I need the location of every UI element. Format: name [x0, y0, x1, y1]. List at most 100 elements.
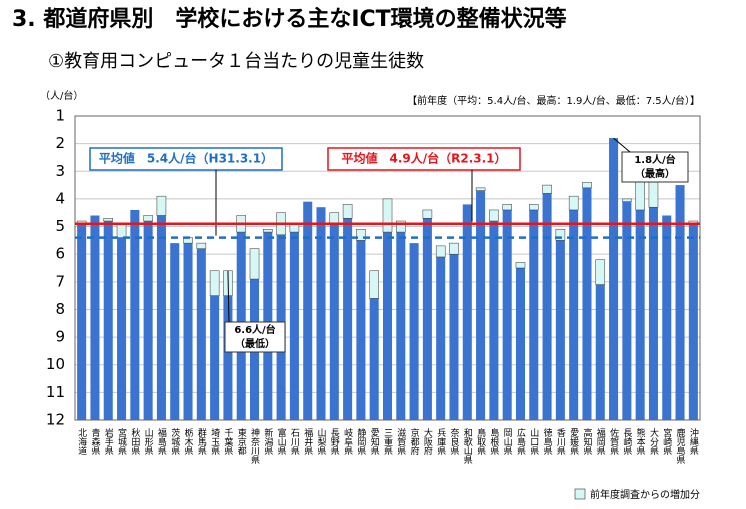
increase-segment: [475, 187, 486, 191]
bar: [688, 223, 698, 420]
bar: [103, 221, 113, 420]
increase-segment: [555, 229, 566, 241]
x-tick-label: 青森県: [89, 427, 100, 456]
bar: [595, 284, 605, 420]
note: 【前年度（平均：5.4人/台、最高：1.9人/台、最低：7.5人/台）】: [407, 94, 700, 107]
x-tick-label: 山形県: [143, 428, 154, 456]
annotation-text: （最高）: [635, 167, 675, 180]
bar: [609, 138, 619, 421]
y-tick-label: 5: [55, 217, 65, 235]
x-tick-label: 大分県: [648, 427, 659, 456]
x-tick-label: 北海道: [76, 428, 87, 456]
x-tick-label: 福岡県: [595, 427, 606, 456]
y-tick-label: 11: [46, 383, 65, 401]
bar: [635, 209, 645, 420]
bar: [449, 254, 459, 420]
x-tick-label: 福島県: [156, 427, 167, 456]
x-tick-label: 茨城県: [169, 427, 180, 456]
x-tick-label: 大阪府: [422, 427, 433, 456]
increase-segment: [329, 212, 340, 225]
increase-segment: [542, 184, 552, 194]
increase-segment: [396, 220, 406, 233]
x-tick-label: 静岡県: [355, 427, 366, 456]
x-tick-label: 愛知県: [369, 427, 380, 456]
bar: [303, 201, 313, 420]
annotation-box: [621, 151, 689, 183]
page-title: 3. 都道府県別 学校における主なICT環境の整備状況等: [12, 6, 567, 32]
x-tick-label: 福井県: [302, 427, 313, 456]
increase-segment: [116, 223, 127, 238]
annotation-text: （最低）: [235, 337, 275, 350]
bar: [210, 295, 220, 420]
bar: [289, 232, 299, 420]
increase-segment: [622, 198, 632, 202]
bar: [343, 218, 353, 420]
bar: [130, 209, 140, 420]
bar: [156, 215, 166, 420]
x-tick-label: 岡山県: [502, 428, 513, 456]
increase-segment: [582, 182, 592, 189]
bar: [396, 232, 406, 420]
bar: [462, 204, 472, 420]
increase-segment: [249, 248, 260, 280]
bar: [542, 193, 552, 420]
x-tick-label: 高知県: [581, 427, 592, 456]
x-tick-label: 神奈川県: [249, 427, 260, 465]
y-tick-label: 3: [55, 162, 65, 180]
increase-segment: [342, 204, 353, 219]
y-tick-label: 1: [55, 107, 65, 125]
increase-segment: [209, 270, 220, 296]
bar: [170, 243, 180, 420]
bar: [77, 223, 87, 420]
increase-segment: [263, 229, 273, 233]
bar: [356, 240, 366, 420]
x-tick-label: 秋田県: [129, 427, 140, 456]
bar: [582, 187, 592, 420]
increase-segment: [502, 204, 512, 211]
x-tick-label: 新潟県: [262, 427, 273, 456]
increase-segment: [369, 270, 379, 299]
bar: [529, 209, 539, 420]
x-tick-label: 長野県: [329, 428, 340, 456]
y-tick-label: 7: [55, 272, 65, 290]
reference-label: 平均値 4.9人/台（R2.3.1）: [341, 151, 506, 166]
x-tick-label: 和歌山県: [462, 428, 473, 465]
bar: [117, 237, 127, 420]
increase-segment: [489, 209, 499, 222]
y-tick-label: 6: [55, 245, 65, 263]
bar: [648, 207, 658, 420]
x-tick-label: 鹿児島県: [675, 427, 686, 465]
y-unit: （人/台）: [40, 89, 83, 102]
x-tick-label: 岐阜県: [342, 427, 353, 456]
reference-label-box: [327, 147, 521, 171]
y-tick-label: 8: [55, 300, 65, 318]
x-tick-label: 石川県: [289, 428, 300, 456]
bar: [555, 240, 565, 420]
increase-segment: [635, 179, 645, 211]
increase-segment: [382, 198, 393, 233]
x-tick-label: 愛媛県: [568, 427, 579, 456]
bar: [183, 243, 193, 420]
legend-swatch: [574, 488, 586, 500]
x-tick-label: 千葉県: [222, 428, 233, 456]
x-tick-label: 香川県: [555, 428, 566, 456]
x-tick-label: 宮崎県: [661, 427, 672, 456]
y-tick-label: 10: [46, 355, 65, 373]
increase-segment: [449, 242, 459, 255]
bar: [196, 248, 206, 420]
y-tick-label: 2: [55, 134, 65, 152]
x-tick-label: 広島県: [515, 427, 526, 456]
bar: [382, 232, 393, 420]
y-tick-label: 12: [46, 411, 65, 429]
bar: [90, 215, 100, 420]
bar: [422, 218, 432, 420]
increase-segment: [196, 242, 207, 249]
reference-label: 平均値 5.4人/台（H31.3.1）: [99, 151, 273, 166]
x-tick-label: 山口県: [528, 428, 539, 456]
x-tick-label: 奈良県: [448, 427, 459, 456]
bar: [143, 221, 153, 420]
x-tick-label: 富山県: [276, 427, 287, 456]
bar: [316, 207, 326, 420]
bar: [515, 268, 525, 420]
increase-segment: [529, 204, 539, 211]
